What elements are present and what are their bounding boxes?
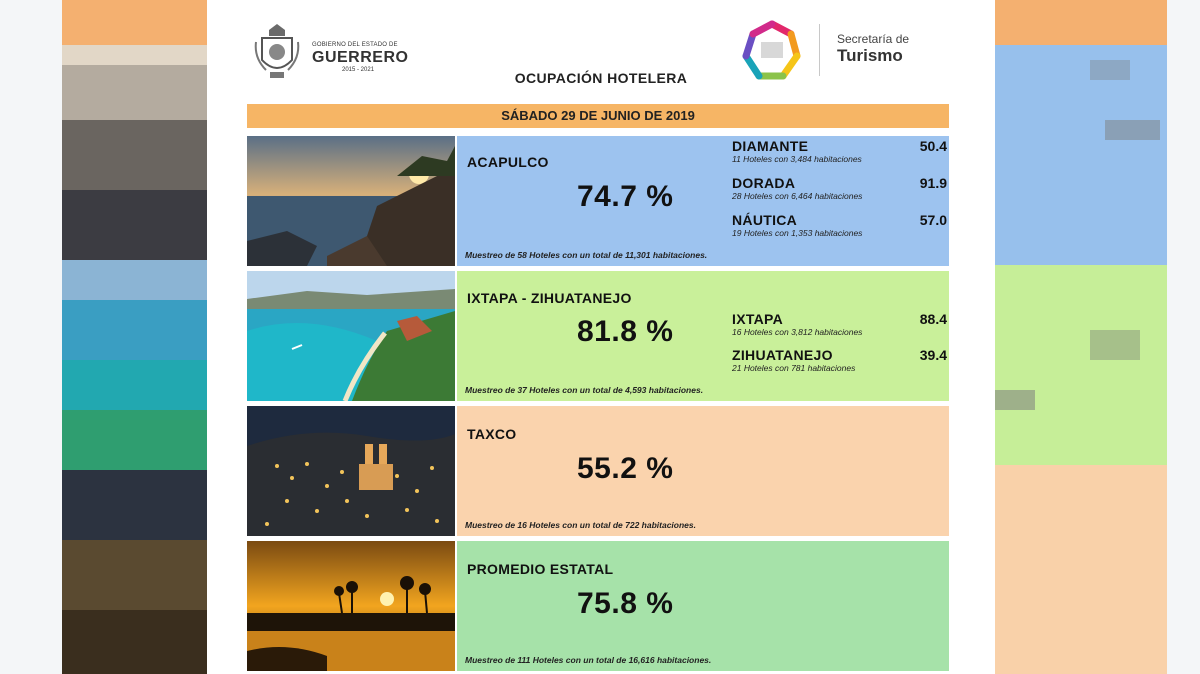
acapulco-panel: ACAPULCO 74.7 % DIAMANTE 50.4 11 Hoteles… <box>457 136 949 266</box>
zone-value: 91.9 <box>919 175 947 191</box>
gov-years: 2015 - 2021 <box>342 67 375 73</box>
guerrero-government-logo: GOBIERNO DEL ESTADO DE GUERRERO 2015 - 2… <box>252 20 442 84</box>
promedio-panel: PROMEDIO ESTATAL 75.8 % Muestreo de 111 … <box>457 541 949 671</box>
zone-name: NÁUTICA <box>732 212 798 228</box>
secretaria-turismo-logo: Secretaría de Turismo <box>737 18 957 84</box>
sample-note: Muestreo de 16 Hoteles con un total de 7… <box>465 520 696 530</box>
zone-value: 39.4 <box>919 347 947 363</box>
destination-row-taxco: TAXCO 55.2 % Muestreo de 16 Hoteles con … <box>247 406 949 536</box>
zone-detail: 28 Hoteles con 6,464 habitaciones <box>732 191 863 201</box>
zone-name: IXTAPA <box>732 311 784 327</box>
logo-divider <box>819 24 820 76</box>
sample-note: Muestreo de 37 Hoteles con un total de 4… <box>465 385 704 395</box>
destination-name: IXTAPA - ZIHUATANEJO <box>467 290 632 306</box>
occupancy-percent: 74.7 % <box>577 180 674 213</box>
zone-detail: 19 Hoteles con 1,353 habitaciones <box>732 228 863 238</box>
secretaria-label: Secretaría de <box>837 32 910 46</box>
gov-state-name: GUERRERO <box>312 49 409 66</box>
zone-detail: 21 Hoteles con 781 habitaciones <box>732 363 856 373</box>
zone-detail: 16 Hoteles con 3,812 habitaciones <box>732 327 863 337</box>
blurred-right-strip <box>995 0 1167 674</box>
destination-row-ixtapa-zihuatanejo: IXTAPA - ZIHUATANEJO 81.8 % IXTAPA 88.4 … <box>247 271 949 401</box>
ixtapa-panel: IXTAPA - ZIHUATANEJO 81.8 % IXTAPA 88.4 … <box>457 271 949 401</box>
zone-dorada: DORADA 91.9 28 Hoteles con 6,464 habitac… <box>732 175 947 201</box>
occupancy-percent: 81.8 % <box>577 315 674 348</box>
taxco-panel: TAXCO 55.2 % Muestreo de 16 Hoteles con … <box>457 406 949 536</box>
zone-detail: 11 Hoteles con 3,484 habitaciones <box>732 154 862 164</box>
guerrero-coat-of-arms-icon <box>254 24 300 78</box>
zone-value: 50.4 <box>919 138 947 154</box>
zone-ixtapa: IXTAPA 88.4 16 Hoteles con 3,812 habitac… <box>732 311 947 337</box>
destination-name: PROMEDIO ESTATAL <box>467 561 614 577</box>
page-title: OCUPACIÓN HOTELERA <box>514 70 688 86</box>
zone-name: DORADA <box>732 175 796 191</box>
promedio-photo <box>247 541 455 671</box>
date-banner: SÁBADO 29 DE JUNIO DE 2019 <box>247 104 949 128</box>
sample-note: Muestreo de 111 Hoteles con un total de … <box>465 655 712 665</box>
zone-value: 57.0 <box>919 212 947 228</box>
destination-name: ACAPULCO <box>467 154 549 170</box>
occupancy-percent: 75.8 % <box>577 587 674 620</box>
occupancy-percent: 55.2 % <box>577 452 674 485</box>
zone-name: DIAMANTE <box>732 138 809 154</box>
zone-name: ZIHUATANEJO <box>732 347 833 363</box>
zone-zihuatanejo: ZIHUATANEJO 39.4 21 Hoteles con 781 habi… <box>732 347 947 373</box>
zone-nautica: NÁUTICA 57.0 19 Hoteles con 1,353 habita… <box>732 212 947 238</box>
blurred-left-strip <box>62 0 207 674</box>
turismo-label: Turismo <box>837 46 903 65</box>
sample-note: Muestreo de 58 Hoteles con un total de 1… <box>465 250 708 260</box>
document-sheet: GOBIERNO DEL ESTADO DE GUERRERO 2015 - 2… <box>207 0 995 674</box>
zone-value: 88.4 <box>919 311 947 327</box>
turismo-star-logo-icon <box>742 20 801 80</box>
acapulco-photo <box>247 136 455 266</box>
taxco-photo <box>247 406 455 536</box>
ixtapa-photo <box>247 271 455 401</box>
gov-line: GOBIERNO DEL ESTADO DE <box>312 42 398 48</box>
destination-row-acapulco: ACAPULCO 74.7 % DIAMANTE 50.4 11 Hoteles… <box>247 136 949 266</box>
destination-name: TAXCO <box>467 426 517 442</box>
zone-diamante: DIAMANTE 50.4 11 Hoteles con 3,484 habit… <box>732 138 947 164</box>
destination-row-promedio-estatal: PROMEDIO ESTATAL 75.8 % Muestreo de 111 … <box>247 541 949 671</box>
